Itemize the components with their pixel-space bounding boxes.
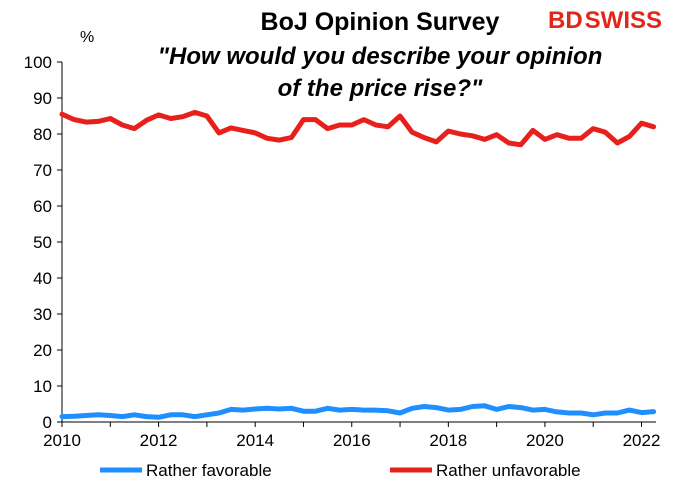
y-tick-label: 90 — [33, 89, 52, 108]
x-tick-label: 2014 — [236, 431, 274, 450]
legend-label-rather-favorable: Rather favorable — [146, 461, 272, 480]
x-tick-label: 2022 — [623, 431, 661, 450]
logo-part-swiss: SWISS — [585, 7, 662, 34]
y-tick-label: 10 — [33, 377, 52, 396]
y-tick-label: 100 — [24, 53, 52, 72]
bdswiss-logo: BDSWISS — [548, 7, 662, 34]
chart-title: BoJ Opinion Survey — [261, 8, 500, 36]
y-tick-label: 50 — [33, 233, 52, 252]
chart-subtitle-line-2: of the price rise?" — [278, 75, 483, 102]
series-line-rather-favorable — [59, 403, 657, 420]
y-tick-label: 40 — [33, 269, 52, 288]
x-tick-label: 2018 — [429, 431, 467, 450]
x-tick-label: 2010 — [43, 431, 81, 450]
y-tick-label: 80 — [33, 125, 52, 144]
x-tick-label: 2020 — [526, 431, 564, 450]
y-tick-label: 30 — [33, 305, 52, 324]
y-axis-unit: % — [80, 29, 94, 46]
y-tick-label: 0 — [43, 413, 52, 432]
x-tick-label: 2012 — [140, 431, 178, 450]
axes: 0 10 20 30 40 50 60 70 80 90 100 2010 2012 2014 2016 20… — [24, 53, 661, 450]
chart-subtitle-line-1: "How would you describe your opinion — [158, 43, 603, 70]
legend-label-rather-unfavorable: Rather unfavorable — [436, 461, 581, 480]
legend: Rather favorable Rather unfavorable — [100, 461, 581, 480]
y-tick-label: 20 — [33, 341, 52, 360]
x-tick-label: 2016 — [333, 431, 371, 450]
series-line-rather-unfavorable — [59, 109, 657, 148]
series-lines — [59, 109, 657, 420]
logo-text: BDSWISS — [548, 7, 662, 34]
y-tick-label: 70 — [33, 161, 52, 180]
logo-part-bd: BD — [548, 7, 583, 34]
y-tick-label: 60 — [33, 197, 52, 216]
